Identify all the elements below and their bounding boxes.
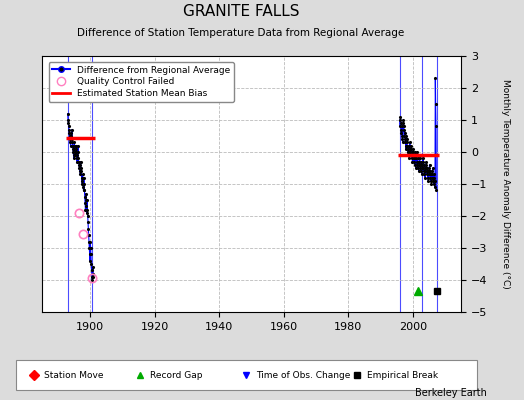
Text: Station Move: Station Move [45, 370, 104, 380]
Text: Empirical Break: Empirical Break [367, 370, 438, 380]
Text: Time of Obs. Change: Time of Obs. Change [256, 370, 351, 380]
Text: Berkeley Earth: Berkeley Earth [416, 388, 487, 398]
Legend: Difference from Regional Average, Quality Control Failed, Estimated Station Mean: Difference from Regional Average, Qualit… [49, 62, 234, 102]
FancyBboxPatch shape [16, 360, 477, 390]
Text: Difference of Station Temperature Data from Regional Average: Difference of Station Temperature Data f… [78, 28, 405, 38]
Text: GRANITE FALLS: GRANITE FALLS [183, 4, 299, 19]
Text: Record Gap: Record Gap [150, 370, 203, 380]
Y-axis label: Monthly Temperature Anomaly Difference (°C): Monthly Temperature Anomaly Difference (… [501, 79, 510, 289]
